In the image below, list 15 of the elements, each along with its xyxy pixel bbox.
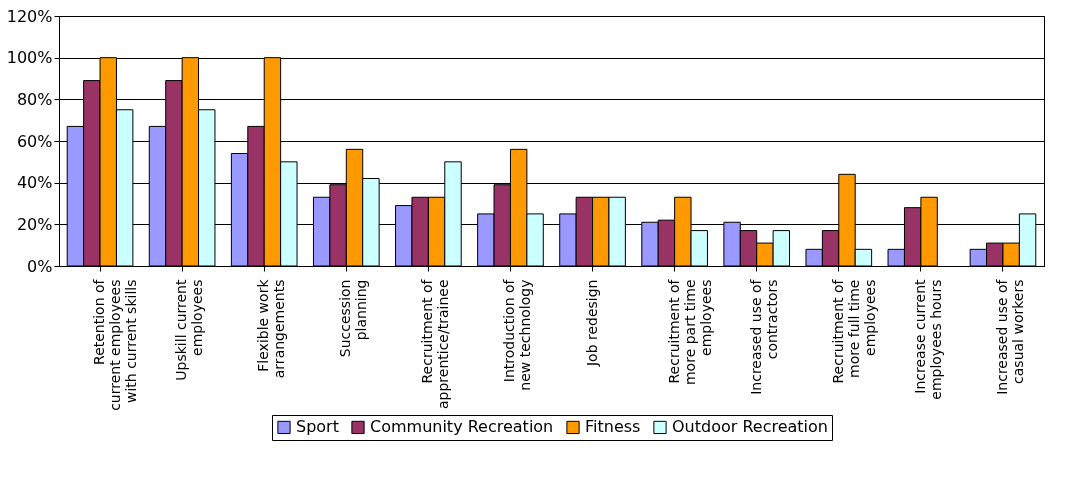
legend-label: Sport	[296, 417, 339, 437]
x-tick-label: Job redesign	[583, 279, 600, 368]
legend-label: Community Recreation	[370, 417, 554, 437]
y-tick-label: 100%	[6, 48, 53, 68]
y-tick-label: 120%	[6, 6, 53, 26]
x-tick-label: Succession planning	[337, 279, 370, 358]
legend-label: Outdoor Recreation	[672, 417, 828, 437]
legend-label: Fitness	[585, 417, 641, 437]
y-tick-label: 60%	[16, 131, 53, 151]
x-tick-label: Retention of current employees with current skills	[91, 278, 140, 411]
x-tick-label: Recruitment of more part time employees	[665, 278, 714, 386]
y-tick-label: 0%	[27, 256, 53, 276]
y-tick-label: 80%	[16, 89, 53, 109]
y-tick-label: 20%	[16, 214, 53, 234]
y-tick-label: 40%	[16, 173, 53, 193]
